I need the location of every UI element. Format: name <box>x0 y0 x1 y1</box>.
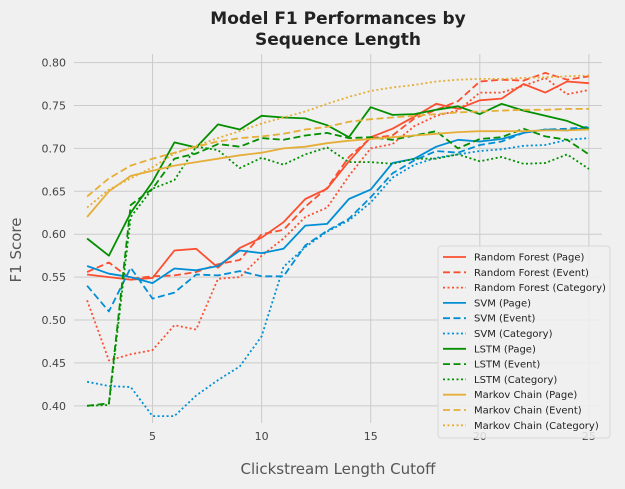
y-tick-label: 0.65 <box>42 185 67 198</box>
series-line-random-forest-page <box>86 80 589 281</box>
legend-label-svm-category: SVM (Category) <box>474 329 553 340</box>
series-line-markov-chain-page <box>86 128 589 218</box>
series-line-svm-category <box>86 137 589 418</box>
series-lines <box>86 72 590 418</box>
series-line-lstm-page <box>86 102 590 257</box>
y-tick-label: 0.60 <box>42 228 67 241</box>
legend-label-markov-chain-category: Markov Chain (Category) <box>474 421 599 432</box>
y-axis-label: F1 Score <box>7 218 25 283</box>
series-line-lstm-category <box>87 145 590 407</box>
x-tick-label: 10 <box>255 430 269 443</box>
series-line-svm-event <box>86 126 589 313</box>
series-line-lstm-event <box>86 127 590 407</box>
x-axis-label: Clickstream Length Cutoff <box>241 460 437 478</box>
y-tick-label: 0.40 <box>42 400 67 413</box>
y-tick-label: 0.50 <box>42 314 67 327</box>
chart-title-line1: Model F1 Performances by <box>210 9 465 29</box>
chart-title-line2: Sequence Length <box>255 30 421 50</box>
legend: Random Forest (Page) Random Forest (Event… <box>437 245 611 439</box>
legend-label-random-forest-event: Random Forest (Event) <box>474 268 589 279</box>
legend-box <box>437 245 611 439</box>
series-line-svm-page <box>86 126 590 285</box>
series-line-random-forest-event <box>86 72 590 280</box>
series-line-markov-chain-category <box>86 74 589 209</box>
legend-label-svm-page: SVM (Page) <box>474 298 531 309</box>
y-tick-label: 0.75 <box>42 99 67 112</box>
y-tick-labels: 0.40 0.45 0.50 0.55 0.60 0.65 0.70 0.75 0.80 <box>42 57 67 413</box>
legend-label-lstm-event: LSTM (Event) <box>474 360 540 371</box>
legend-label-lstm-page: LSTM (Page) <box>474 344 536 355</box>
x-tick-label: 15 <box>364 430 378 443</box>
legend-label-random-forest-category: Random Forest (Category) <box>474 283 606 294</box>
grid <box>74 54 602 423</box>
legend-label-markov-chain-event: Markov Chain (Event) <box>474 406 582 417</box>
legend-label-random-forest-page: Random Forest (Page) <box>474 253 585 264</box>
legend-label-svm-event: SVM (Event) <box>474 314 536 325</box>
y-tick-label: 0.45 <box>42 357 67 370</box>
legend-label-lstm-category: LSTM (Category) <box>474 375 557 386</box>
legend-label-markov-chain-page: Markov Chain (Page) <box>474 390 577 401</box>
y-tick-label: 0.80 <box>42 57 67 70</box>
series-line-random-forest-category <box>86 77 590 362</box>
series-line-markov-chain-event <box>86 108 589 198</box>
y-tick-label: 0.70 <box>42 142 67 155</box>
y-tick-label: 0.55 <box>42 271 67 284</box>
x-tick-label: 5 <box>149 430 156 443</box>
